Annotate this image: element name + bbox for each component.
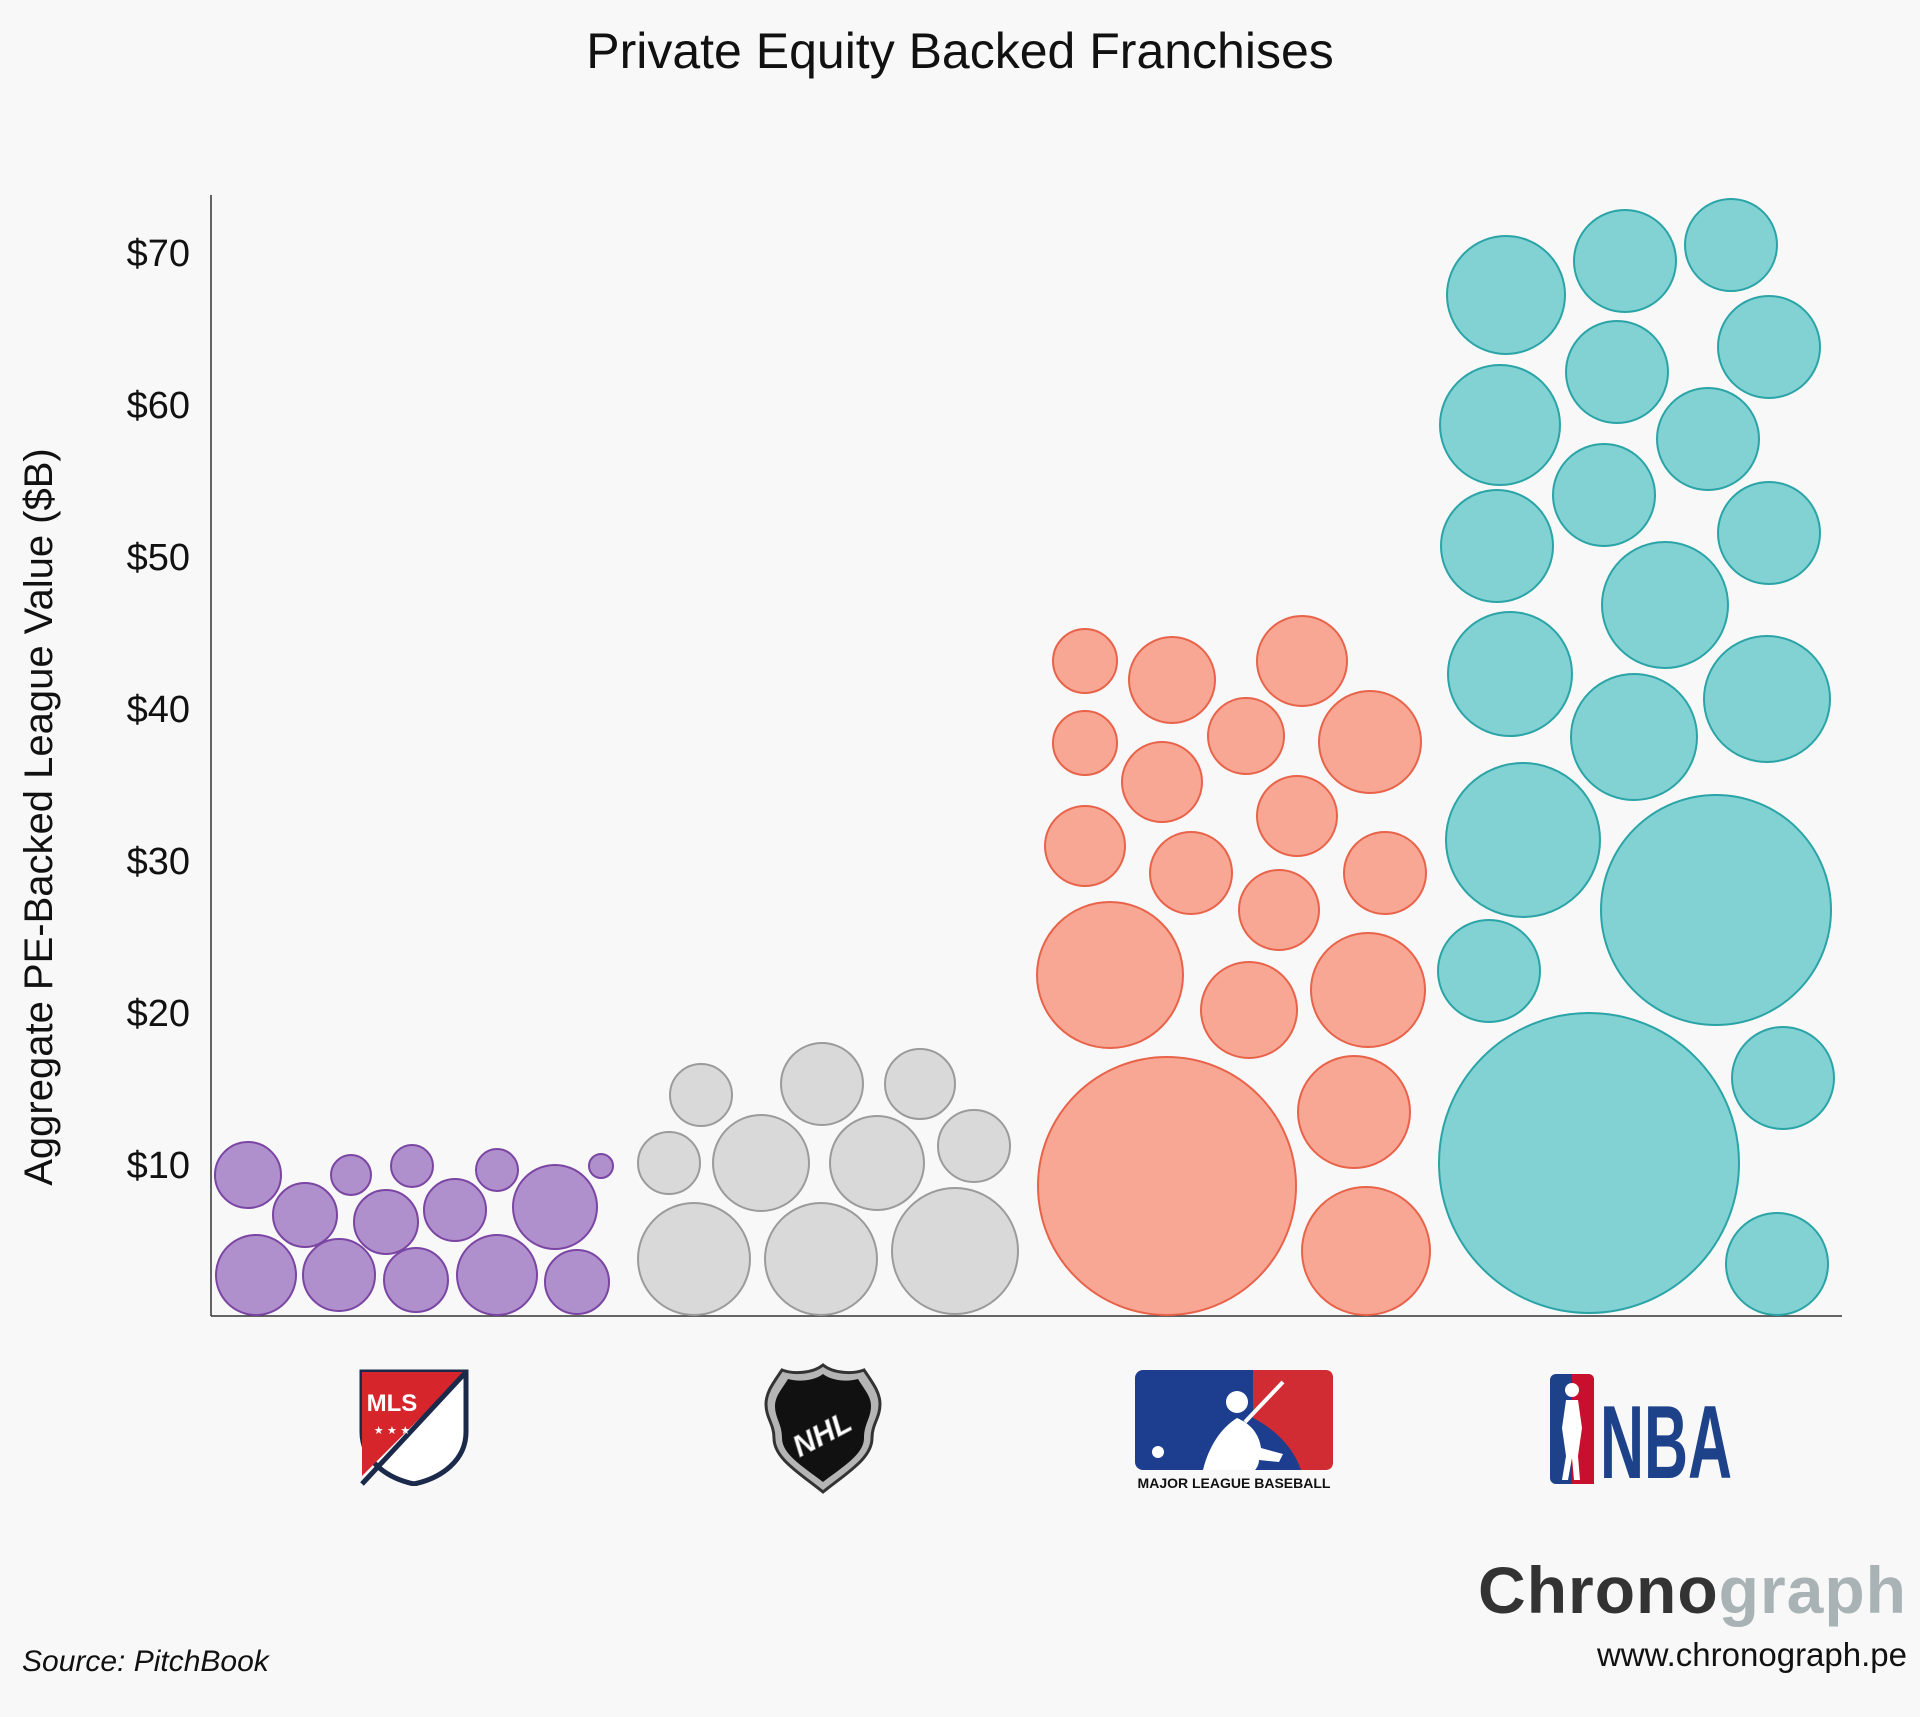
mls-franchise-bubble	[302, 1238, 376, 1312]
nhl-logo: NHL	[762, 1362, 884, 1496]
mls-franchise-bubble	[272, 1182, 338, 1248]
y-axis: $10 $20 $30 $40 $50 $60 $70	[127, 195, 1842, 1317]
mls-franchise-bubble	[215, 1234, 297, 1316]
series-nba	[1437, 198, 1835, 1316]
mlb-franchise-bubble	[1343, 831, 1427, 915]
nhl-franchise-bubble	[937, 1109, 1011, 1183]
nba-franchise-bubble	[1573, 209, 1677, 313]
nba-franchise-bubble	[1447, 611, 1573, 737]
mls-franchise-bubble	[512, 1164, 598, 1250]
nba-franchise-bubble	[1600, 794, 1832, 1026]
mlb-franchise-bubble	[1121, 741, 1203, 823]
mls-franchise-bubble	[475, 1148, 519, 1192]
mls-franchise-bubble	[214, 1141, 282, 1209]
mlb-franchise-bubble	[1318, 690, 1422, 794]
mls-franchise-bubble	[544, 1249, 610, 1315]
nhl-franchise-bubble	[637, 1202, 751, 1316]
y-tick-label: $40	[127, 689, 190, 731]
mls-franchise-bubble	[390, 1144, 434, 1188]
mls-franchise-bubble	[383, 1247, 449, 1313]
nba-franchise-bubble	[1703, 635, 1831, 763]
mlb-franchise-bubble	[1044, 805, 1126, 887]
nba-franchise-bubble	[1656, 387, 1760, 491]
mlb-franchise-bubble	[1297, 1055, 1411, 1169]
nhl-franchise-bubble	[637, 1131, 701, 1195]
chronograph-logo: Chronograph	[1478, 1552, 1907, 1628]
y-tick-label: $20	[127, 993, 190, 1035]
mls-franchise-bubble	[330, 1154, 372, 1196]
nhl-franchise-bubble	[829, 1115, 925, 1211]
mlb-franchise-bubble	[1200, 961, 1298, 1059]
mlb-franchise-bubble	[1207, 697, 1285, 775]
nba-franchise-bubble	[1565, 320, 1669, 424]
y-tick-label: $60	[127, 385, 190, 427]
nba-franchise-bubble	[1446, 235, 1566, 355]
nhl-franchise-bubble	[712, 1114, 810, 1212]
mlb-franchise-bubble	[1128, 636, 1216, 724]
y-tick-label: $30	[127, 841, 190, 883]
nba-franchise-bubble	[1438, 1012, 1740, 1314]
nba-franchise-bubble	[1684, 198, 1778, 292]
brand-part1: Chrono	[1478, 1553, 1719, 1627]
mls-franchise-bubble	[353, 1189, 419, 1255]
bubbles	[214, 198, 1835, 1316]
nba-franchise-bubble	[1731, 1026, 1835, 1130]
series-mls	[214, 1141, 614, 1316]
nba-logo-text: NBA	[1600, 1385, 1732, 1486]
nhl-franchise-bubble	[891, 1187, 1019, 1315]
mlb-logo: MAJOR LEAGUE BASEBALL	[1133, 1368, 1337, 1494]
mls-logo: MLS ★ ★ ★	[358, 1368, 470, 1487]
series-mlb	[1036, 615, 1431, 1316]
brand-part2: graph	[1718, 1553, 1907, 1627]
y-tick-label: $10	[127, 1145, 190, 1187]
mls-franchise-bubble	[456, 1234, 538, 1316]
nhl-franchise-bubble	[669, 1063, 733, 1127]
nba-franchise-bubble	[1570, 673, 1698, 801]
nhl-franchise-bubble	[764, 1202, 878, 1316]
nhl-franchise-bubble	[780, 1042, 864, 1126]
nba-franchise-bubble	[1445, 762, 1601, 918]
chart-title: Private Equity Backed Franchises	[586, 23, 1334, 79]
nba-franchise-bubble	[1439, 364, 1561, 486]
nba-franchise-bubble	[1552, 443, 1656, 547]
mlb-franchise-bubble	[1036, 901, 1184, 1049]
nba-franchise-bubble	[1717, 481, 1821, 585]
mlb-franchise-bubble	[1238, 869, 1320, 951]
mls-franchise-bubble	[423, 1178, 487, 1242]
y-tick-label: $70	[127, 233, 190, 275]
mls-franchise-bubble	[588, 1153, 614, 1179]
mlb-franchise-bubble	[1301, 1186, 1431, 1316]
nhl-franchise-bubble	[884, 1048, 956, 1120]
mlb-franchise-bubble	[1052, 628, 1118, 694]
source-note: Source: PitchBook	[22, 1645, 269, 1678]
nba-franchise-bubble	[1725, 1212, 1829, 1316]
nba-franchise-bubble	[1437, 919, 1541, 1023]
nba-franchise-bubble	[1440, 489, 1554, 603]
y-axis-label: Aggregate PE-Backed League Value ($B)	[17, 448, 61, 1186]
mls-logo-text: MLS	[367, 1390, 418, 1417]
website-url[interactable]: www.chronograph.pe	[1596, 1636, 1907, 1673]
nba-franchise-bubble	[1717, 295, 1821, 399]
svg-text:★ ★ ★: ★ ★ ★	[374, 1424, 411, 1437]
series-nhl	[637, 1042, 1019, 1316]
y-tick-label: $50	[127, 537, 190, 579]
nba-logo: NBA	[1548, 1372, 1740, 1501]
mlb-franchise-bubble	[1149, 831, 1233, 915]
nba-franchise-bubble	[1601, 541, 1729, 669]
mlb-logo-text: MAJOR LEAGUE BASEBALL	[1138, 1475, 1331, 1491]
mlb-franchise-bubble	[1256, 615, 1348, 707]
mlb-franchise-bubble	[1256, 775, 1338, 857]
mlb-franchise-bubble	[1310, 932, 1426, 1048]
mlb-franchise-bubble	[1037, 1056, 1297, 1316]
mlb-franchise-bubble	[1052, 710, 1118, 776]
